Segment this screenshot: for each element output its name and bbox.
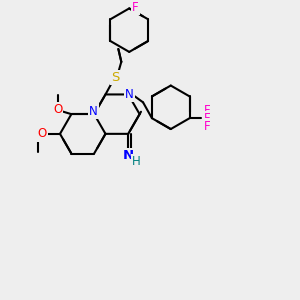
Text: N: N: [123, 149, 134, 162]
Text: F: F: [204, 120, 211, 133]
Text: F: F: [204, 112, 211, 125]
Text: H: H: [132, 155, 140, 168]
Text: O: O: [53, 103, 62, 116]
Text: F: F: [204, 104, 211, 117]
Text: S: S: [111, 71, 120, 84]
Text: O: O: [38, 127, 47, 140]
Text: N: N: [125, 88, 134, 101]
Text: N: N: [89, 105, 98, 118]
Text: F: F: [132, 1, 139, 14]
